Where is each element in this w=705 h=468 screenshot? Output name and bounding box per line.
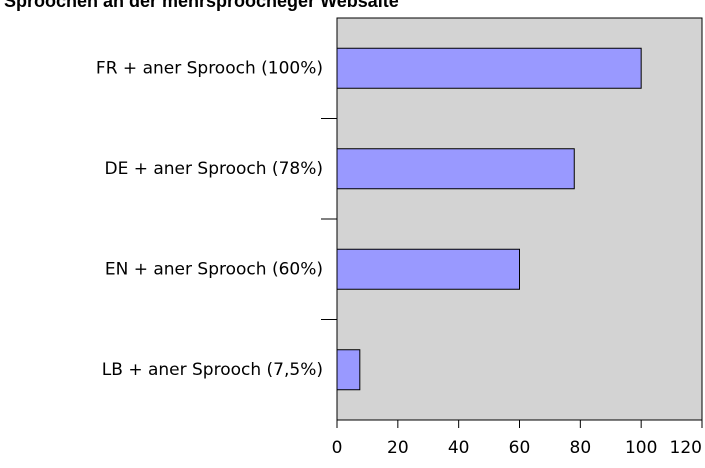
x-tick-label: 0 [332,438,343,458]
x-tick-label: 80 [570,438,592,458]
y-tick-label: LB + aner Sprooch (7,5%) [102,360,323,380]
y-tick-label: EN + aner Sprooch (60%) [105,259,323,279]
bar [336,248,520,290]
x-tick-label: 20 [387,438,409,458]
y-tick-label: FR + aner Sprooch (100%) [96,58,323,78]
bar [336,148,575,190]
bar [336,349,361,391]
bar [336,47,642,89]
x-tick-label: 100 [625,438,657,458]
x-tick-label: 40 [448,438,470,458]
y-tick-label: DE + aner Sprooch (78%) [104,159,323,179]
x-tick-label: 120 [670,438,702,458]
x-tick-label: 60 [509,438,531,458]
chart-title: Sproochen an der mehrsproocheger Websäit… [4,0,399,11]
